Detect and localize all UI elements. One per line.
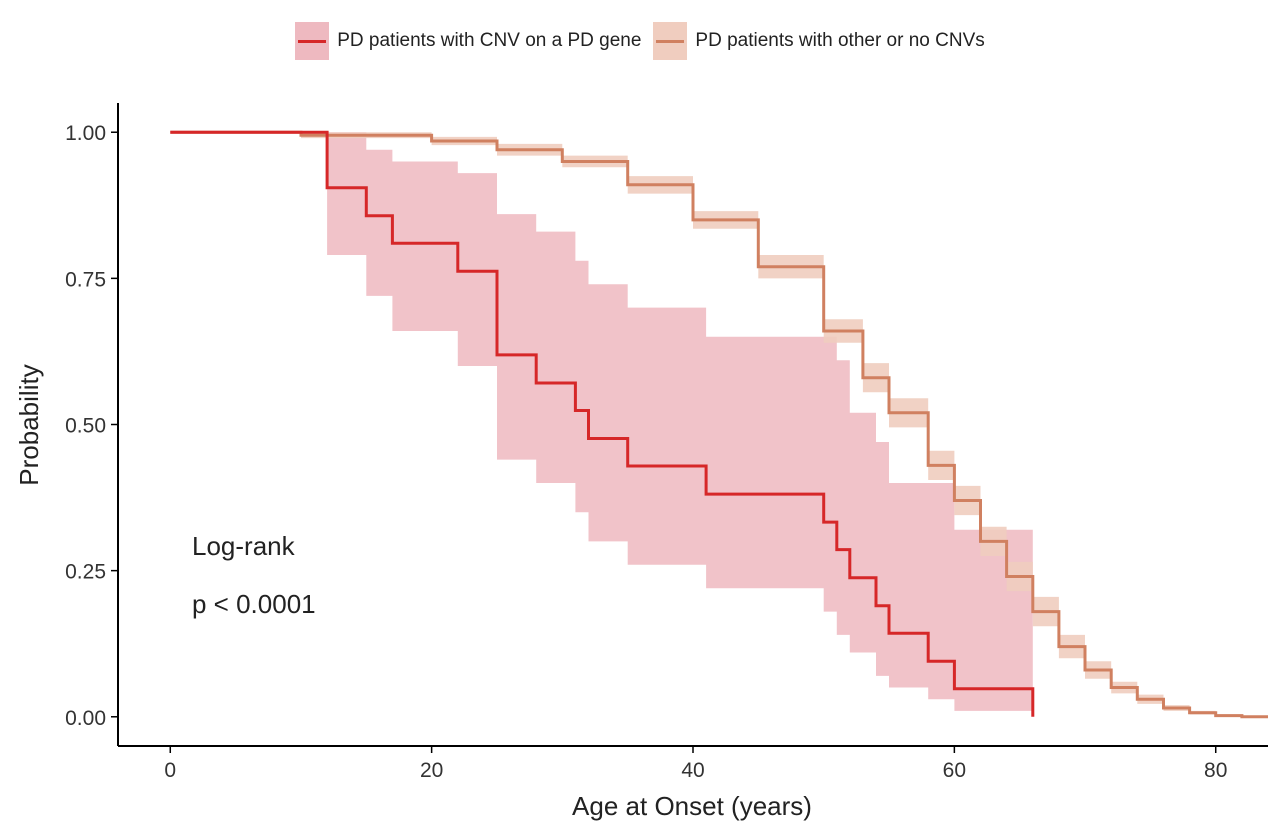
confidence-bands <box>170 132 1268 717</box>
annotation-log-rank: Log-rank <box>192 531 296 561</box>
legend-key-other-cnv <box>653 22 688 60</box>
y-tick-label: 0.75 <box>65 268 106 291</box>
x-axis-label: Age at Onset (years) <box>572 791 812 821</box>
x-tick-label: 60 <box>943 759 966 782</box>
legend-label-other-cnv: PD patients with other or no CNVs <box>695 30 985 51</box>
legend-item-cnv-pd-gene: PD patients with CNV on a PD gene <box>295 22 641 60</box>
y-tick-label: 0.50 <box>65 415 106 438</box>
legend-label-cnv-pd-gene: PD patients with CNV on a PD gene <box>337 30 642 51</box>
confidence-band-0 <box>170 132 1033 711</box>
x-tick-label: 20 <box>420 759 443 782</box>
x-tick-label: 0 <box>164 759 176 782</box>
y-tick-label: 1.00 <box>65 122 106 145</box>
legend: PD patients with CNV on a PD gene PD pat… <box>0 22 1280 60</box>
y-tick-label: 0.25 <box>65 561 106 584</box>
y-tick-label: 0.00 <box>65 707 106 730</box>
survival-curve-1 <box>170 130 1268 719</box>
y-axis-label: Probability <box>14 364 44 485</box>
axes: 0.00 0.25 0.50 0.75 1.00 0 20 40 60 80 <box>65 103 1268 782</box>
x-tick-label: 40 <box>681 759 704 782</box>
legend-item-other-cnv: PD patients with other or no CNVs <box>653 22 985 60</box>
legend-key-cnv-pd-gene <box>295 22 330 60</box>
annotation-p-value: p < 0.0001 <box>192 589 316 619</box>
x-tick-label: 80 <box>1204 759 1227 782</box>
survival-curve-0 <box>170 130 1035 717</box>
survival-curves <box>170 130 1268 719</box>
